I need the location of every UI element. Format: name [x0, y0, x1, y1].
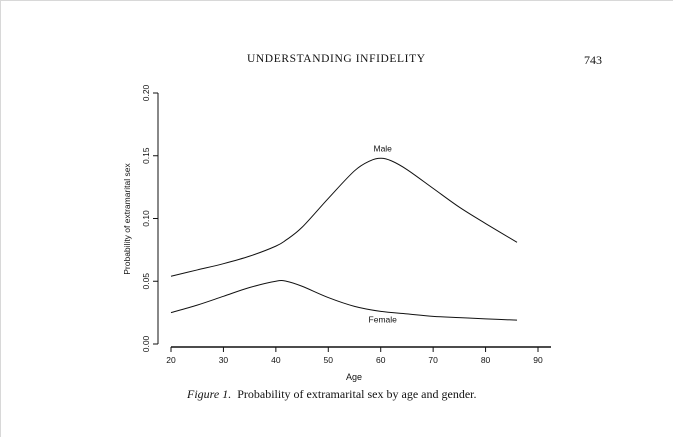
x-tick-label: 80 — [481, 355, 491, 365]
series-line-male — [170, 157, 518, 277]
x-tick-label: 40 — [271, 355, 281, 365]
x-ticks: 20 30 40 50 60 70 80 90 — [166, 347, 543, 365]
y-axis: 0.00 0.05 0.10 0.15 0.20 Probability of extr… — [122, 84, 159, 352]
y-tick-label: 0.20 — [141, 84, 151, 101]
y-tick-label: 0.10 — [141, 210, 151, 227]
figure-caption: Figure 1. Probability of extramarital sex… — [187, 387, 476, 402]
page-number: 743 — [584, 53, 602, 67]
x-tick-label: 30 — [219, 355, 229, 365]
x-tick-label: 20 — [166, 355, 176, 365]
y-tick-label: 0.15 — [141, 147, 151, 164]
x-tick-label: 90 — [533, 355, 543, 365]
figure-label: Figure 1. — [187, 387, 232, 401]
x-tick-label: 70 — [428, 355, 438, 365]
running-title: UNDERSTANDING INFIDELITY — [247, 53, 426, 65]
y-tick-label: 0.05 — [141, 273, 151, 290]
figure-caption-text: Probability of extramarital sex by age a… — [237, 387, 477, 401]
series-layer: Male Female — [170, 143, 518, 324]
series-label-female: Female — [369, 314, 398, 324]
x-tick-label: 60 — [376, 355, 386, 365]
x-axis-label: Age — [346, 372, 362, 382]
y-axis-label: Probability of extramarital sex — [122, 163, 132, 275]
x-axis: 20 30 40 50 60 70 80 90 Age — [166, 346, 551, 382]
x-tick-label: 50 — [324, 355, 334, 365]
y-tick-label: 0.00 — [141, 335, 151, 352]
series-line-female — [170, 280, 518, 321]
y-ticks: 0.00 0.05 0.10 0.15 0.20 — [141, 84, 158, 352]
series-label-male: Male — [373, 143, 392, 153]
